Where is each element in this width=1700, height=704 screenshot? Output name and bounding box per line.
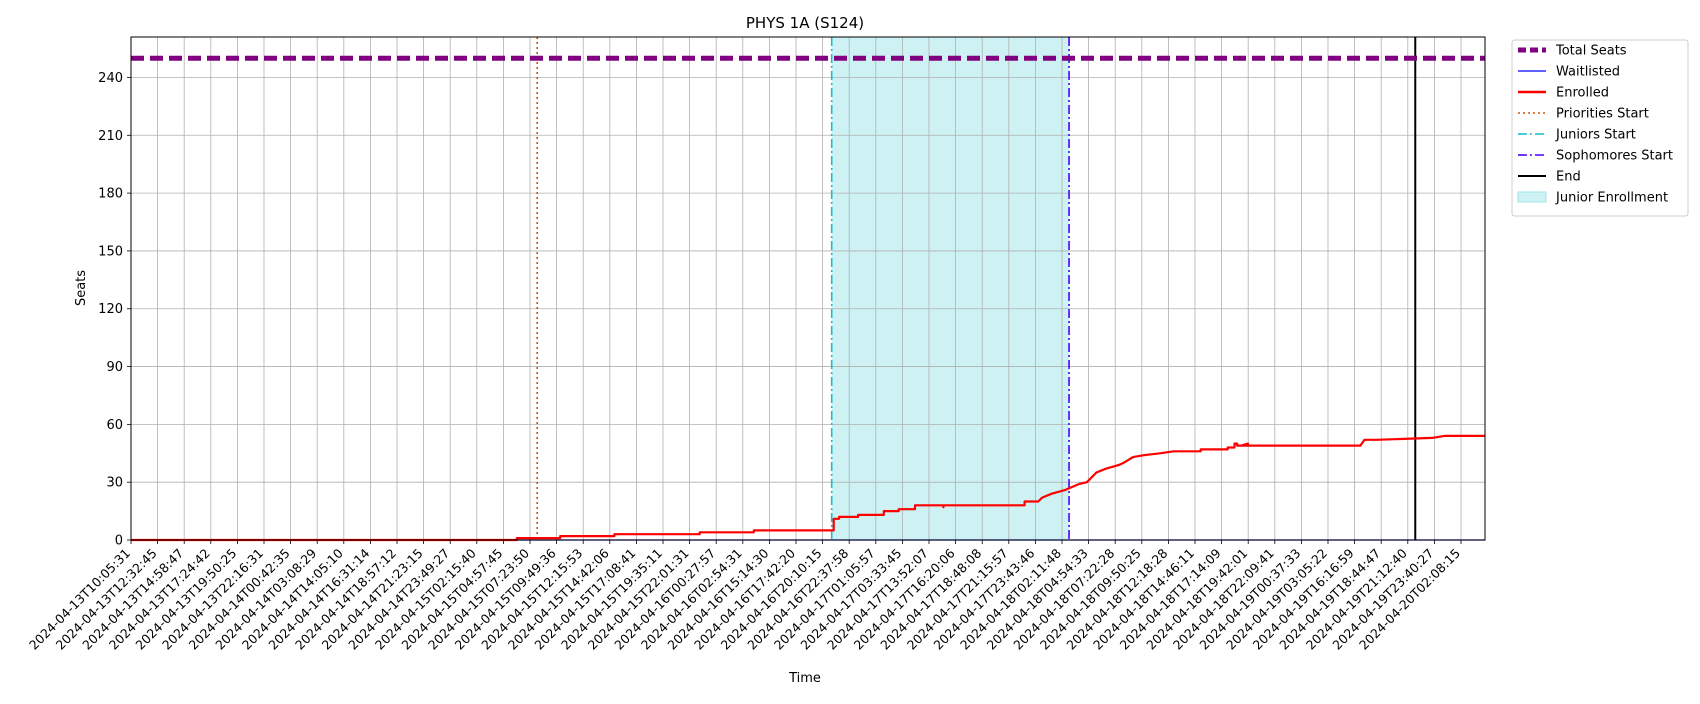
series-layer [131,55,1485,542]
x-axis-label: Time [788,671,821,686]
y-tick-label: 0 [115,534,123,549]
legend: Total Seats Waitlisted Enrolled Priorities … [1511,39,1689,217]
legend-frame [1511,39,1689,217]
legend-label-total-seats: Total Seats [1555,44,1627,59]
x-tick-layer: 2024-04-13T10:05:312024-04-13T12:32:4520… [26,540,1463,653]
y-tick-label: 120 [98,302,123,317]
y-tick-label: 60 [106,418,123,433]
vertical-lines-layer [536,37,1417,540]
y-tick-label: 30 [106,476,123,491]
y-tick-label: 210 [98,129,123,144]
grid-layer [130,37,1485,541]
span-layer [831,37,1070,540]
legend-label-enrolled: Enrolled [1556,86,1609,101]
legend-label-waitlisted: Waitlisted [1556,65,1620,80]
y-axis-label: Seats [74,270,89,306]
series-enrolled [131,434,1485,542]
legend-label-end: End [1556,170,1581,185]
axes-layer [130,36,1486,541]
y-tick-layer: 0 30 60 90 120 150 180 210 240 [98,71,131,549]
span-junior-enrollment [831,37,1070,540]
legend-label-junior-enrollment: Junior Enrollment [1555,191,1668,206]
legend-swatch-junior-enrollment [1517,191,1547,203]
chart-title: PHYS 1A (S124) [746,14,864,32]
legend-label-juniors-start: Juniors Start [1555,128,1636,143]
y-tick-label: 150 [98,244,123,259]
legend-label-sophomores-start: Sophomores Start [1556,149,1673,164]
y-tick-label: 180 [98,187,123,202]
y-tick-label: 90 [106,360,123,375]
plot-frame [130,36,1486,541]
legend-label-priorities-start: Priorities Start [1556,107,1649,122]
y-tick-label: 240 [98,71,123,86]
